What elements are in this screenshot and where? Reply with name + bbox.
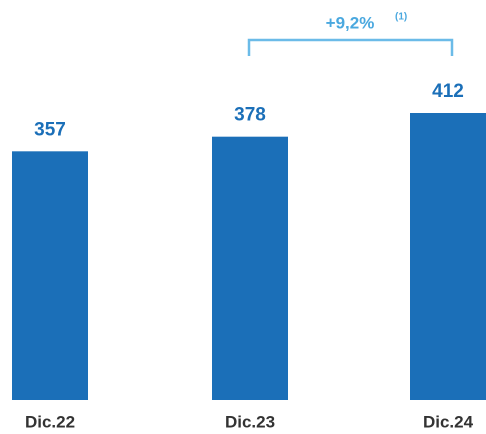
growth-annotation: +9,2% <box>326 13 375 32</box>
x-tick-label: Dic.22 <box>25 412 75 431</box>
x-tick-label: Dic.23 <box>225 412 275 431</box>
bar <box>212 136 288 401</box>
value-label: 357 <box>34 119 66 140</box>
growth-note: (1) <box>395 12 407 23</box>
value-label: 412 <box>432 81 464 102</box>
value-label: 378 <box>234 105 266 126</box>
x-tick-label: Dic.24 <box>423 412 474 431</box>
bar <box>12 151 88 400</box>
growth-bracket <box>247 38 454 56</box>
bar <box>410 113 486 400</box>
